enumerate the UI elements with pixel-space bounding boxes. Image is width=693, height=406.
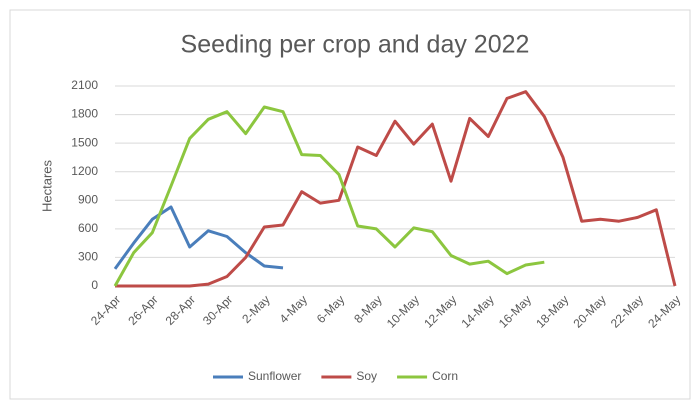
y-tick-label: 0 [91, 278, 98, 292]
y-tick-label: 300 [78, 250, 98, 264]
legend-label: Soy [356, 369, 377, 383]
y-tick-label: 2100 [71, 78, 98, 92]
series-line [113, 105, 545, 287]
legend-label: Sunflower [248, 369, 301, 383]
y-tick-label: 600 [78, 221, 98, 235]
series-line [115, 90, 677, 288]
series-line [113, 205, 284, 270]
y-tick-label: 1800 [71, 107, 98, 121]
y-tick-label: 1500 [71, 135, 98, 149]
y-axis-label: Hectares [39, 159, 54, 212]
y-tick-label: 1200 [71, 164, 98, 178]
chart-title: Seeding per crop and day 2022 [181, 31, 530, 59]
legend-label: Corn [432, 369, 458, 383]
y-tick-label: 900 [78, 192, 98, 206]
